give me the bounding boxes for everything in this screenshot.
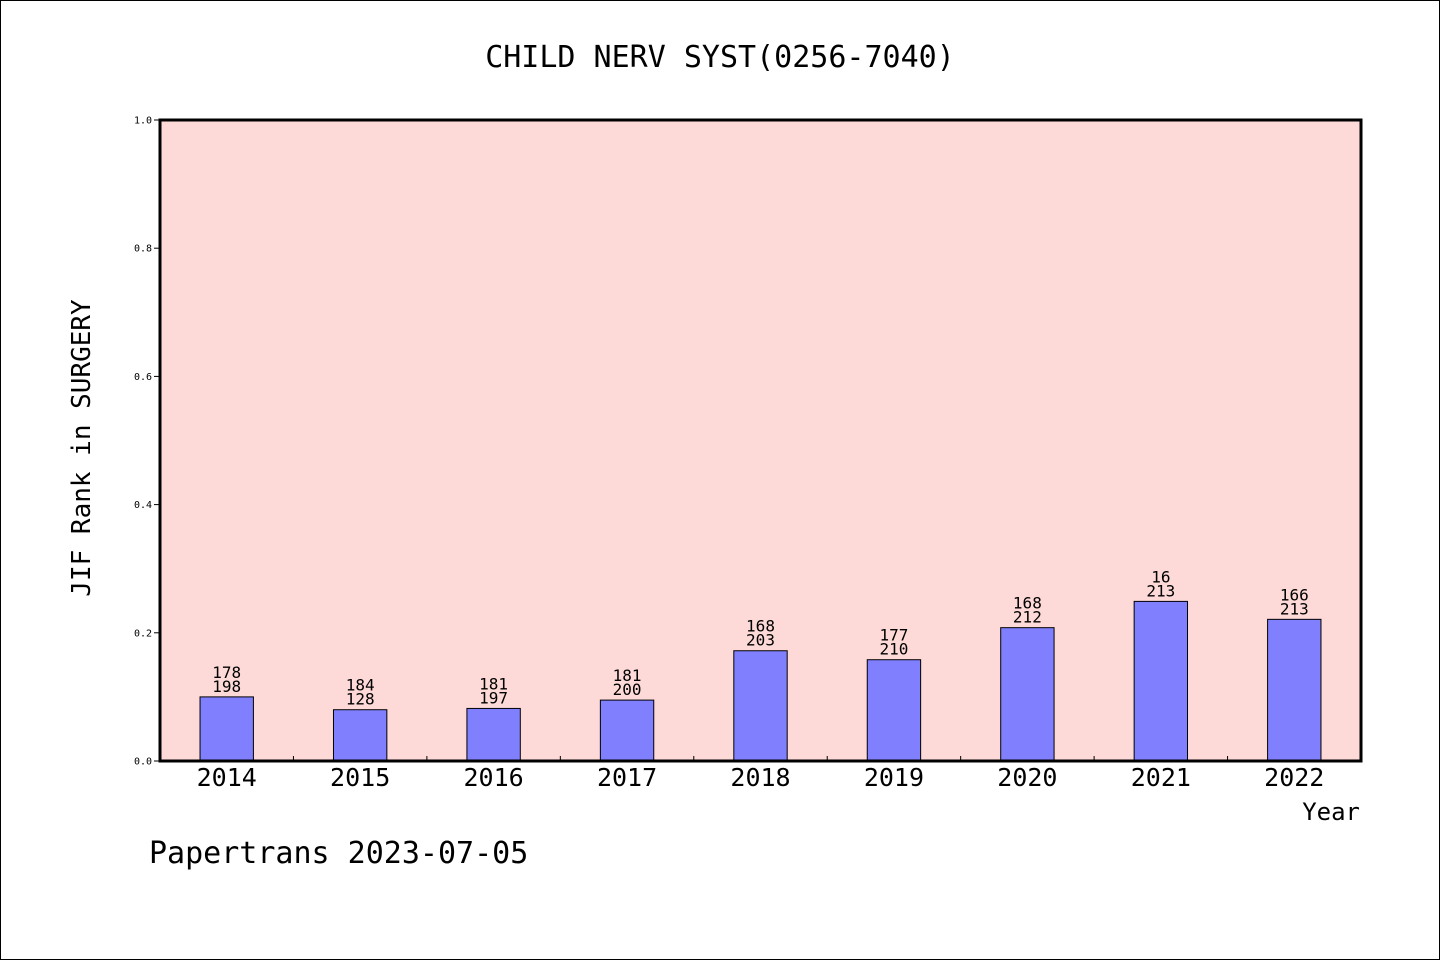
y-tick-label: 0.8: [134, 244, 152, 255]
footer-text: Papertrans 2023-07-05: [149, 836, 528, 871]
bar-rank-label: 166: [1280, 585, 1309, 604]
y-tick-label: 1.0: [134, 116, 152, 127]
y-tick-label: 0.0: [134, 757, 152, 768]
bar-2019: [866, 659, 922, 762]
y-axis-ticks: 0.0 0.2 0.4 0.6 0.8 1.0: [134, 116, 160, 768]
bar-rank-label: 168: [746, 617, 775, 636]
x-tick-label: 2015: [330, 763, 390, 792]
y-tick-label: 0.4: [134, 500, 152, 511]
bar-2017: [599, 699, 655, 762]
x-axis-label: Year: [1302, 798, 1360, 826]
y-tick-label: 0.6: [134, 372, 152, 383]
x-tick-label: 2018: [730, 763, 790, 792]
bar-2018: [733, 650, 788, 762]
bar-rank-label: 181: [479, 674, 508, 693]
bar-2022: [1267, 618, 1322, 762]
x-tick-label: 2016: [464, 763, 524, 792]
bar-total-label: 212: [1013, 608, 1042, 627]
bar-rank-label: 16: [1151, 567, 1170, 586]
bar-total-label: 203: [746, 631, 775, 650]
bar-2016: [466, 707, 521, 762]
plot-border: [158, 118, 1363, 763]
x-tick-label: 2020: [997, 763, 1057, 792]
y-tick-label: 0.2: [134, 628, 152, 639]
bar-total-label: 197: [479, 688, 508, 707]
x-axis-ticks: 2014 2015 2016 2017 2018 2019 2020 2021 2022: [197, 756, 1324, 792]
x-tick-label: 2022: [1264, 763, 1324, 792]
bar-total-label: 210: [879, 640, 908, 659]
bar-2014: [199, 696, 254, 762]
chart-title: CHILD NERV SYST(0256-7040): [485, 40, 955, 75]
bar-2021: [1133, 600, 1189, 762]
bar-rank-label: 178: [212, 663, 241, 682]
bar-total-label: 200: [613, 680, 642, 699]
x-tick-label: 2017: [597, 763, 657, 792]
bar-rank-label: 168: [1013, 594, 1042, 613]
bar-total-label: 198: [212, 677, 241, 696]
y-axis-label: JIF Rank in SURGERY: [67, 299, 97, 597]
bar-rank-label: 177: [879, 626, 908, 645]
bar-2015: [332, 709, 388, 762]
x-tick-label: 2021: [1131, 763, 1191, 792]
bar-rank-label: 184: [346, 676, 375, 695]
bar-rank-label: 181: [613, 666, 642, 685]
bar-total-label: 128: [346, 690, 375, 709]
bar-2020: [1000, 627, 1055, 762]
bar-total-label: 213: [1280, 599, 1309, 618]
x-tick-label: 2019: [864, 763, 924, 792]
x-tick-label: 2014: [197, 763, 257, 792]
bar-total-label: 213: [1146, 581, 1175, 600]
bars: [199, 600, 1322, 762]
